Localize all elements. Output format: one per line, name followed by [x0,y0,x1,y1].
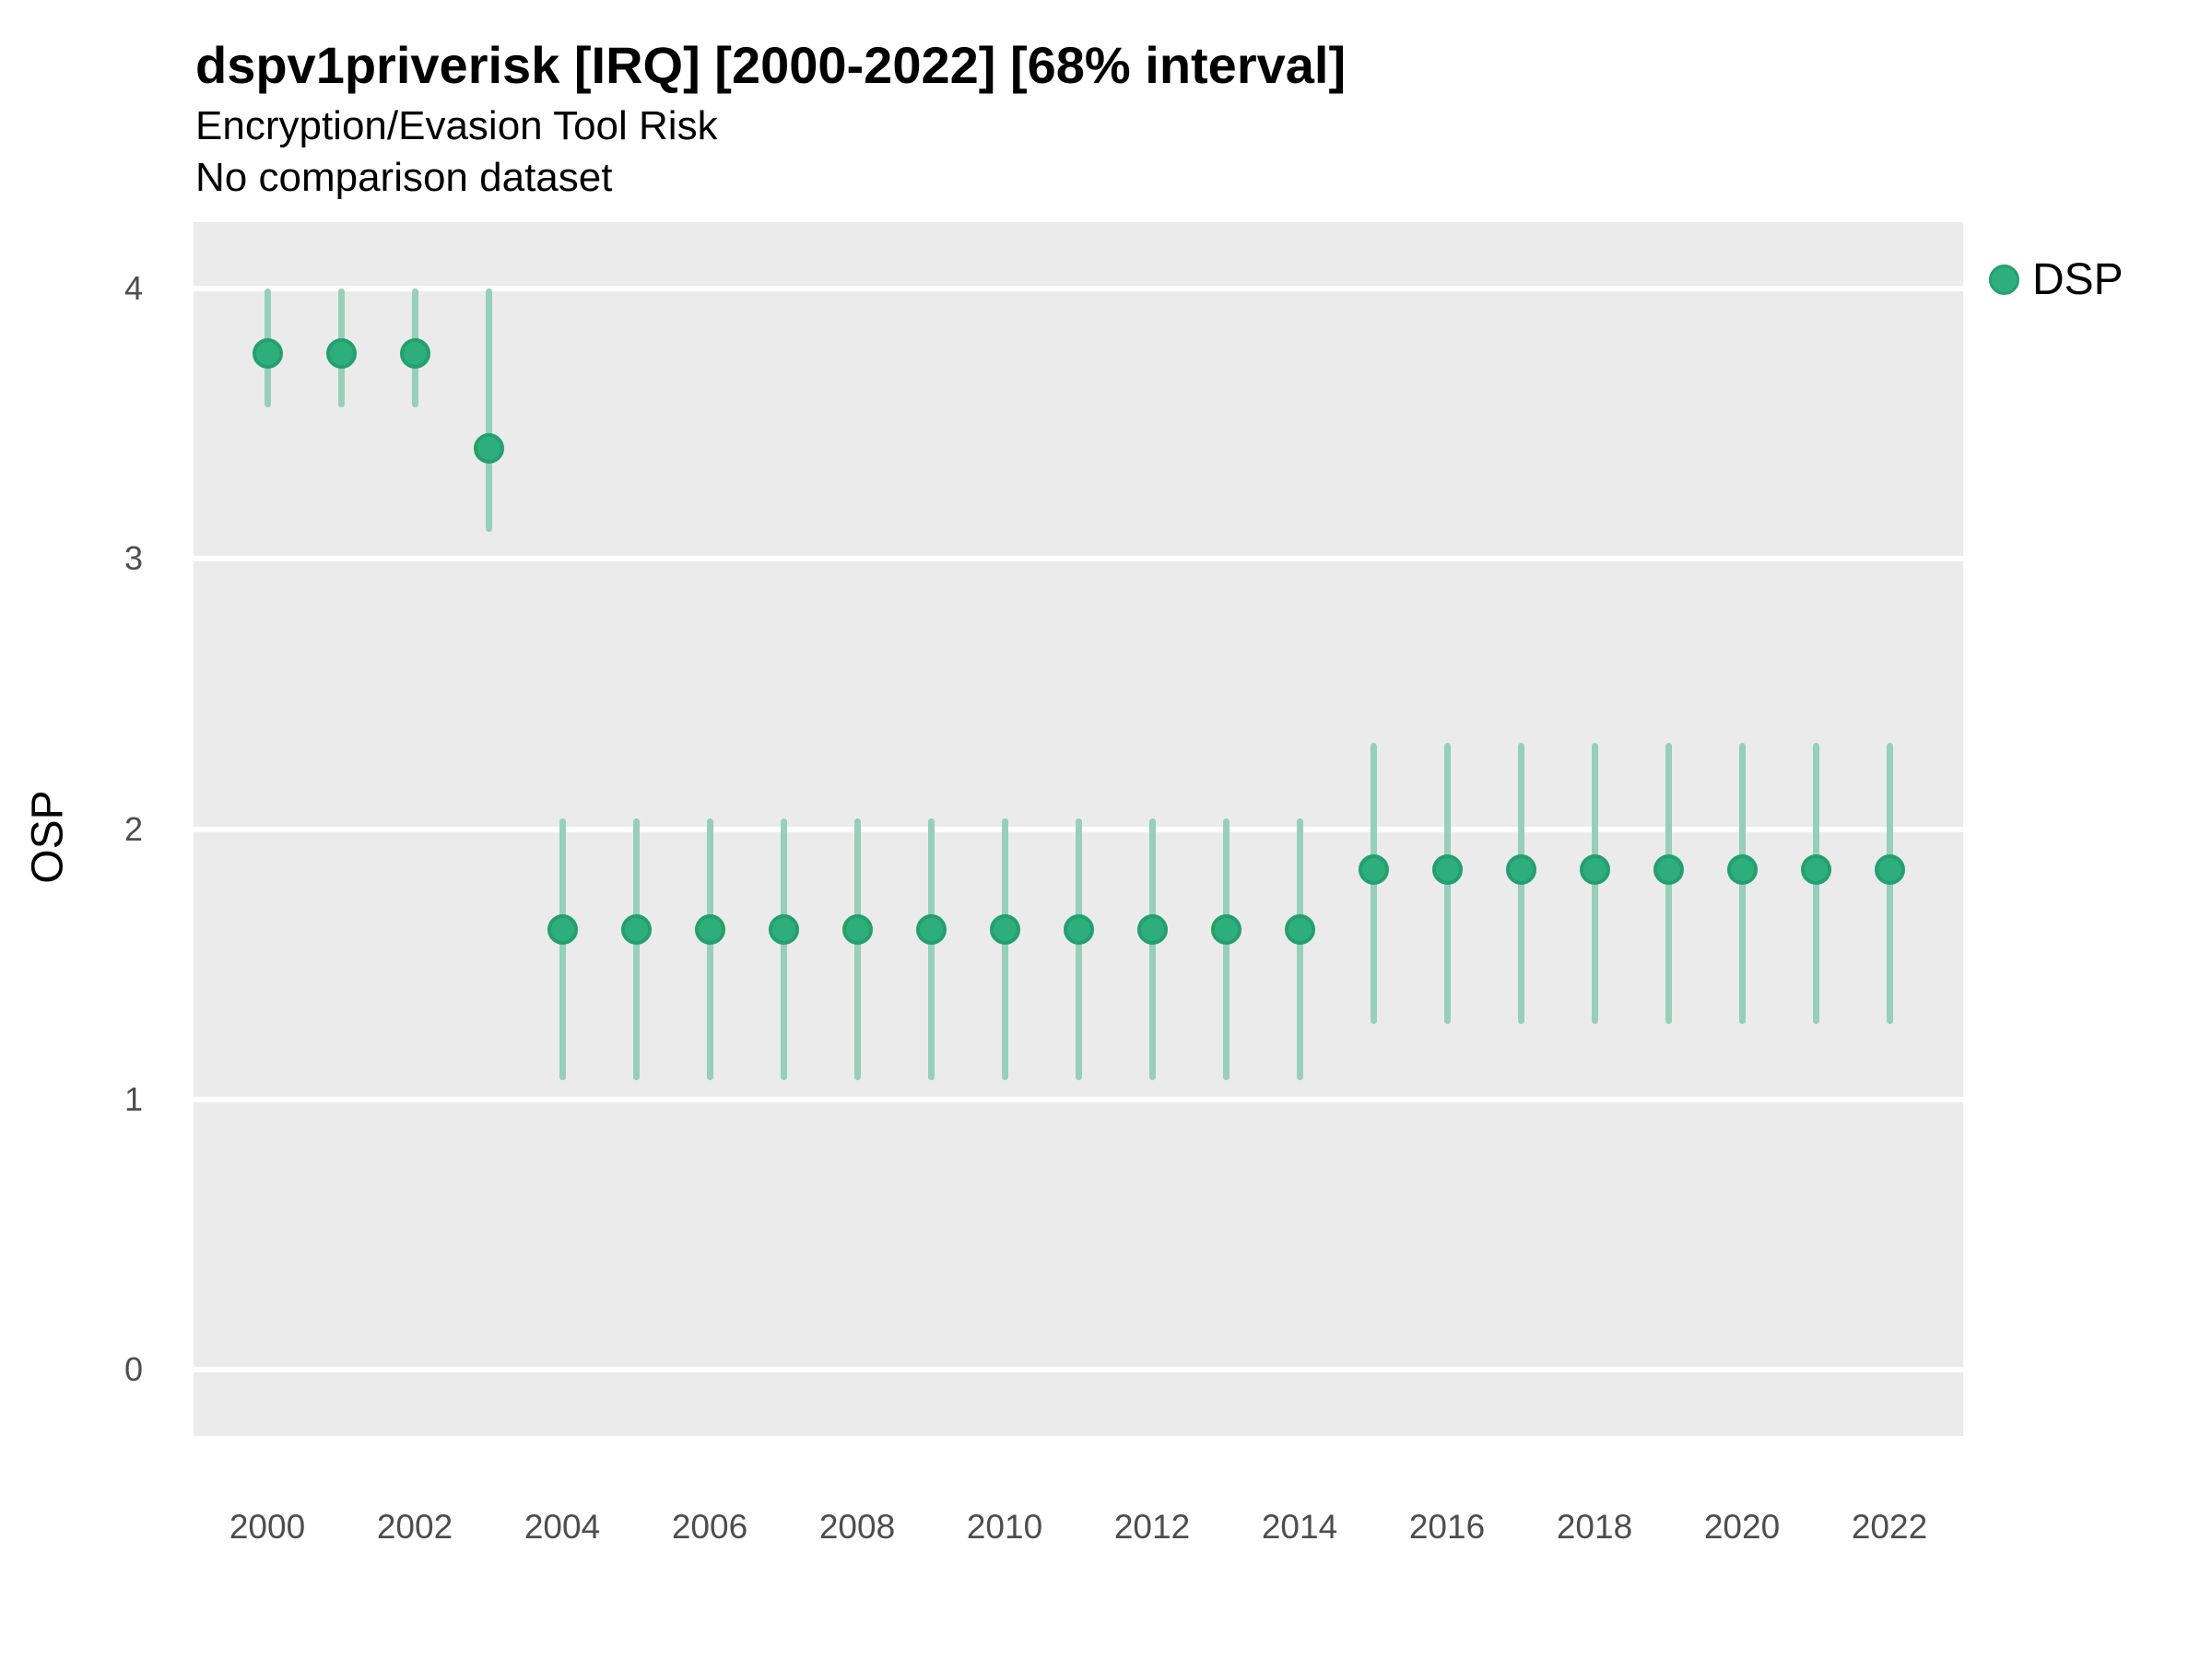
x-tick-label-2016: 2016 [1408,1508,1486,1546]
data-point-2008 [841,913,873,945]
x-tick-label-2018: 2018 [1556,1508,1633,1546]
interval-line-2004 [559,818,566,1081]
y-tick-label-1: 1 [124,1079,143,1118]
y-tick-label-4: 4 [124,269,143,307]
data-point-2019 [1653,853,1684,885]
gridline-y-3 [194,556,1963,562]
data-point-2011 [1063,913,1094,945]
x-tick-label-2002: 2002 [376,1508,453,1546]
data-point-2022 [1874,853,1905,885]
data-point-2021 [1800,853,1831,885]
data-point-2017 [1505,853,1536,885]
x-tick-label-2004: 2004 [524,1508,601,1546]
interval-line-2012 [1148,818,1156,1081]
gridline-y-0 [194,1367,1963,1372]
chart-title: dspv1priverisk [IRQ] [2000-2022] [68% in… [195,36,1347,94]
data-point-2010 [989,913,1020,945]
data-point-2004 [547,913,578,945]
interval-line-2013 [1222,818,1230,1081]
interval-line-2009 [927,818,935,1081]
interval-line-2006 [706,818,713,1081]
legend: DSP [1989,254,2124,305]
chart-note: No comparison dataset [195,155,613,200]
interval-line-2010 [1001,818,1008,1081]
data-point-2000 [252,337,283,369]
x-tick-label-2000: 2000 [229,1508,306,1546]
x-tick-label-2010: 2010 [966,1508,1043,1546]
data-point-2014 [1284,913,1315,945]
y-tick-label-0: 0 [124,1350,143,1388]
data-point-2013 [1210,913,1241,945]
x-tick-label-2006: 2006 [671,1508,748,1546]
interval-line-2014 [1296,818,1303,1081]
interval-line-2008 [853,818,861,1081]
y-tick-label-3: 3 [124,539,143,578]
data-point-2020 [1726,853,1758,885]
data-point-2006 [694,913,725,945]
data-point-2009 [915,913,947,945]
legend-label: DSP [2032,255,2124,304]
x-tick-label-2020: 2020 [1703,1508,1781,1546]
data-point-2016 [1431,853,1463,885]
x-tick-label-2008: 2008 [818,1508,896,1546]
legend-point-icon [1989,265,2019,295]
data-point-2007 [768,913,799,945]
x-tick-label-2012: 2012 [1113,1508,1191,1546]
x-tick-label-2022: 2022 [1851,1508,1928,1546]
data-point-2005 [620,913,652,945]
interval-line-2011 [1075,818,1082,1081]
chart-subtitle: Encryption/Evasion Tool Risk [195,103,718,148]
gridline-y-4 [194,286,1963,291]
data-point-2002 [399,337,430,369]
y-tick-label-2: 2 [124,809,143,848]
data-point-2001 [325,337,357,369]
data-point-2015 [1358,853,1389,885]
data-point-2012 [1136,913,1168,945]
gridline-y-1 [194,1096,1963,1102]
data-point-2003 [473,432,504,464]
interval-line-2005 [632,818,640,1081]
data-point-2018 [1579,853,1610,885]
x-tick-label-2014: 2014 [1261,1508,1338,1546]
interval-line-2003 [485,288,492,532]
interval-line-2007 [780,818,787,1081]
plot-panel [194,222,1963,1436]
